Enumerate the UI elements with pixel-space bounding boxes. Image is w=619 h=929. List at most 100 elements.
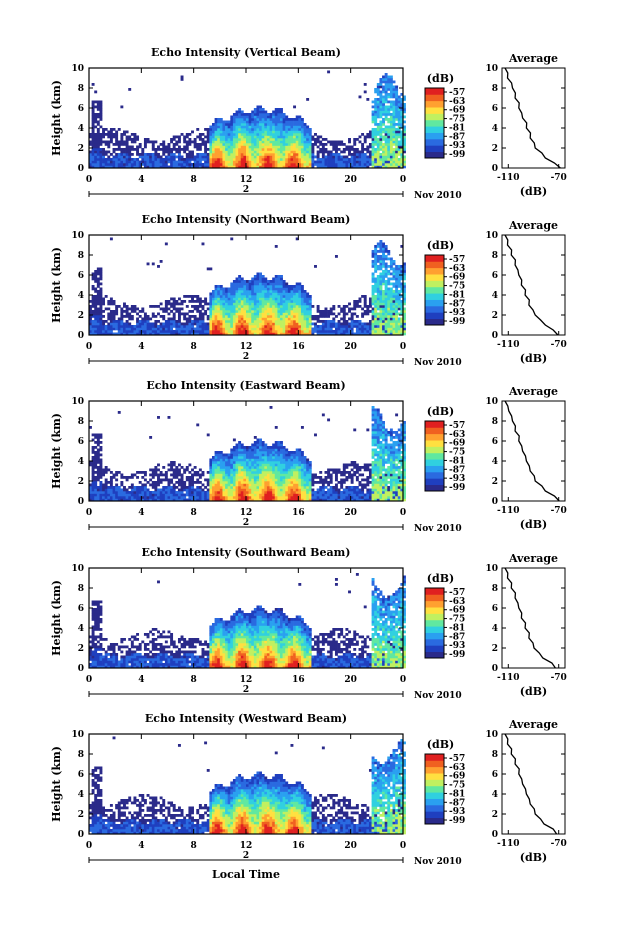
heatmap-cell — [395, 148, 399, 151]
heatmap-cell — [384, 310, 388, 313]
heatmap-cell — [397, 322, 401, 326]
heatmap-cell — [235, 140, 239, 144]
heatmap-cell — [175, 320, 179, 323]
heatmap-cell — [185, 468, 189, 472]
heatmap-cell — [246, 448, 249, 452]
heatmap-cell — [232, 130, 236, 134]
heatmap-cell — [256, 317, 260, 321]
heatmap-cell — [91, 297, 95, 301]
heatmap-cell — [269, 125, 273, 129]
heatmap-cell — [392, 85, 396, 89]
heatmap-cell — [251, 150, 255, 154]
heatmap-cell — [240, 143, 244, 146]
heatmap-cell — [154, 305, 158, 308]
heatmap-cell — [280, 133, 283, 136]
heatmap-cell — [308, 160, 312, 164]
heatmap-cell — [159, 163, 163, 166]
heatmap-cell — [217, 463, 221, 467]
heatmap-cell — [204, 302, 208, 306]
heatmap-cell — [235, 451, 239, 454]
heatmap-cell — [274, 287, 278, 291]
heatmap-cell — [340, 163, 344, 166]
heatmap-cell — [240, 290, 244, 293]
heatmap-cell — [303, 305, 307, 308]
heatmap-cell — [188, 295, 192, 298]
heatmap-cell — [227, 307, 231, 311]
heatmap-cell — [102, 155, 105, 159]
heatmap-cell — [209, 305, 213, 308]
heatmap-cell — [400, 135, 404, 139]
heatmap-cell — [389, 325, 393, 328]
colorbar-segment — [425, 286, 444, 294]
heatmap-cell — [188, 496, 192, 499]
heatmap-cell — [389, 265, 393, 268]
heatmap-cell — [282, 135, 286, 139]
heatmap-cell — [151, 163, 155, 166]
heatmap-cell — [188, 165, 192, 169]
heatmap-cell — [251, 302, 255, 306]
heatmap-cell — [348, 332, 351, 336]
heatmap-cell — [295, 295, 299, 298]
heatmap-cell — [196, 153, 200, 156]
heatmap-cell — [206, 330, 210, 333]
heatmap-cell — [355, 138, 359, 141]
heatmap-cell — [204, 143, 208, 146]
heatmap-cell — [211, 163, 215, 166]
heatmap-cell — [225, 130, 228, 134]
heatmap-cell — [89, 165, 92, 169]
heatmap-cell — [177, 478, 181, 482]
heatmap-cell — [230, 135, 234, 139]
heatmap-cell — [261, 150, 265, 154]
heatmap-cell — [117, 153, 121, 156]
heatmap-cell — [259, 295, 262, 298]
heatmap-cell — [235, 461, 239, 464]
heatmap-cell — [389, 83, 393, 86]
colorbar-tick-label: -87 — [449, 299, 465, 309]
heatmap-cell — [198, 143, 202, 146]
heatmap-cell — [94, 155, 98, 159]
heatmap-cell — [201, 483, 205, 487]
heatmap-cell — [211, 150, 215, 154]
heatmap-cell — [183, 295, 187, 298]
heatmap-cell — [290, 123, 294, 126]
heatmap-cell — [201, 315, 205, 318]
heatmap-cell — [238, 295, 242, 298]
heatmap-cell — [240, 458, 244, 462]
heatmap-cell — [300, 165, 304, 169]
heatmap-cell — [96, 327, 100, 331]
heatmap-cell — [348, 322, 351, 326]
profile-x-tick-label: -70 — [551, 173, 567, 183]
heatmap-cell — [240, 113, 244, 116]
heatmap-cell — [217, 130, 221, 134]
heatmap-cell — [259, 108, 262, 111]
heatmap-cell — [217, 285, 221, 288]
heatmap-cell — [248, 315, 252, 318]
heatmap-cell — [204, 491, 208, 494]
heatmap-cell — [337, 322, 341, 326]
heatmap-cell — [125, 130, 129, 134]
heatmap-cell — [230, 458, 234, 462]
heatmap-cell — [217, 133, 221, 136]
heatmap-cell — [272, 153, 276, 156]
heatmap-cell — [191, 158, 194, 161]
heatmap-cell — [306, 145, 310, 149]
heatmap-cell — [374, 330, 378, 333]
heatmap-cell — [222, 327, 226, 331]
heatmap-cell — [246, 158, 249, 161]
heatmap-cell — [240, 130, 244, 134]
heatmap-cell — [251, 451, 255, 454]
heatmap-cell — [217, 290, 221, 293]
heatmap-cell — [133, 491, 137, 494]
heatmap-cell — [300, 140, 304, 144]
heatmap-cell — [253, 110, 257, 114]
heatmap-cell — [193, 493, 197, 497]
heatmap-cell — [219, 290, 223, 293]
heatmap-cell — [232, 118, 236, 121]
heatmap-cell — [177, 160, 181, 164]
heatmap-cell — [287, 118, 291, 121]
heatmap-cell — [264, 297, 268, 301]
heatmap-cell — [264, 300, 268, 303]
heatmap-cell — [342, 143, 346, 146]
heatmap-cell — [238, 488, 242, 492]
heatmap-cell — [230, 330, 234, 333]
